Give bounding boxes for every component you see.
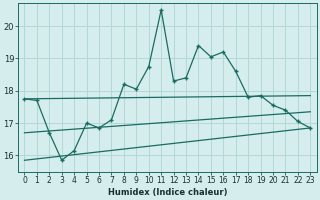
X-axis label: Humidex (Indice chaleur): Humidex (Indice chaleur) [108, 188, 227, 197]
